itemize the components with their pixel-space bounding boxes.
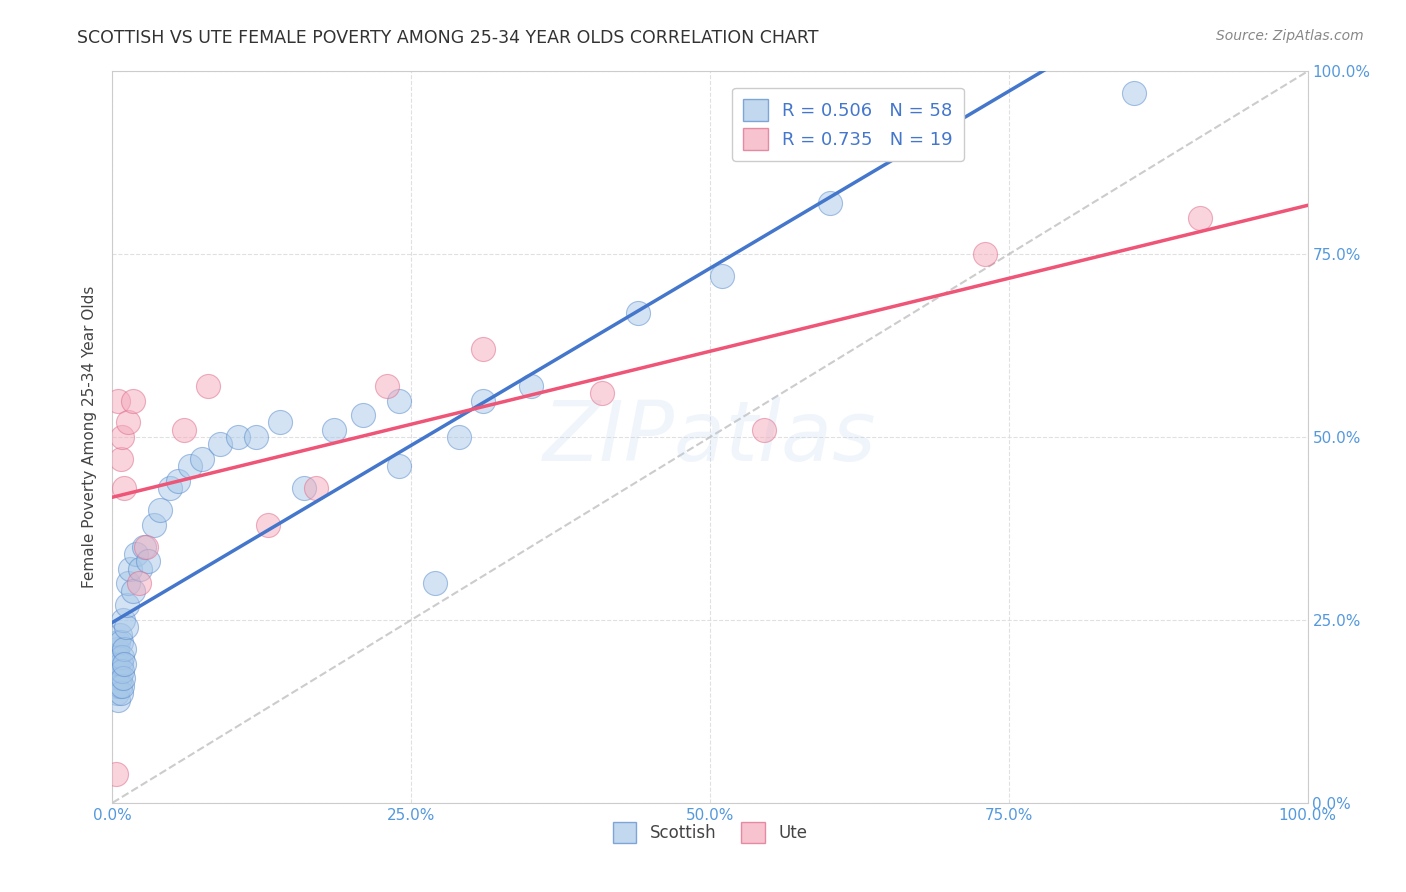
Point (110, 657, 132, 671)
Point (107, 635, 129, 649)
Point (111, 430, 134, 444)
Point (149, 503, 172, 517)
Point (472, 343, 495, 357)
Point (974, 247, 997, 261)
Legend: Scottish, Ute: Scottish, Ute (606, 815, 814, 849)
Text: SCOTTISH VS UTE FEMALE POVERTY AMONG 25-34 YEAR OLDS CORRELATION CHART: SCOTTISH VS UTE FEMALE POVERTY AMONG 25-… (77, 29, 818, 46)
Point (352, 408, 374, 422)
Point (107, 693, 129, 707)
Point (129, 562, 152, 576)
Point (179, 459, 201, 474)
Point (322, 423, 344, 437)
Point (1189, 211, 1212, 225)
Point (191, 452, 214, 467)
Y-axis label: Female Poverty Among 25-34 Year Olds: Female Poverty Among 25-34 Year Olds (82, 286, 97, 588)
Point (388, 393, 411, 408)
Point (114, 620, 136, 634)
Point (105, 679, 128, 693)
Point (269, 416, 291, 430)
Point (111, 664, 134, 678)
Point (110, 452, 132, 467)
Point (143, 517, 166, 532)
Point (818, 196, 841, 211)
Point (108, 672, 131, 686)
Text: Source: ZipAtlas.com: Source: ZipAtlas.com (1216, 29, 1364, 43)
Point (104, 657, 127, 671)
Point (115, 599, 138, 613)
Point (125, 547, 148, 561)
Point (914, 115, 936, 129)
Point (121, 583, 143, 598)
Text: ZIPatlas: ZIPatlas (543, 397, 877, 477)
Point (105, 766, 128, 780)
Point (105, 642, 128, 657)
Point (173, 423, 195, 437)
Point (377, 379, 399, 393)
Point (114, 642, 135, 657)
Point (128, 576, 150, 591)
Point (197, 379, 219, 393)
Point (711, 269, 734, 284)
Point (108, 679, 131, 693)
Point (107, 664, 129, 678)
Point (388, 459, 411, 474)
Point (110, 686, 132, 700)
Point (226, 430, 249, 444)
Point (105, 686, 128, 700)
Point (121, 393, 143, 408)
Point (245, 430, 267, 444)
Point (305, 481, 328, 495)
Point (117, 416, 139, 430)
Point (114, 481, 135, 495)
Point (520, 379, 543, 393)
Point (107, 649, 129, 664)
Point (1123, 87, 1146, 101)
Point (112, 613, 135, 627)
Point (159, 481, 181, 495)
Point (167, 474, 190, 488)
Point (627, 306, 650, 320)
Point (132, 540, 155, 554)
Point (111, 679, 134, 693)
Point (425, 576, 447, 591)
Point (592, 386, 614, 401)
Point (111, 649, 134, 664)
Point (112, 672, 135, 686)
Point (209, 437, 232, 451)
Point (104, 664, 127, 678)
Point (292, 481, 315, 495)
Point (105, 657, 128, 671)
Point (117, 576, 139, 591)
Point (472, 393, 495, 408)
Point (120, 562, 142, 576)
Point (107, 393, 129, 408)
Point (138, 554, 160, 568)
Point (105, 672, 128, 686)
Point (105, 649, 128, 664)
Point (135, 540, 157, 554)
Point (257, 517, 280, 532)
Point (110, 635, 132, 649)
Point (114, 657, 135, 671)
Point (447, 430, 470, 444)
Point (752, 423, 775, 437)
Point (108, 627, 131, 641)
